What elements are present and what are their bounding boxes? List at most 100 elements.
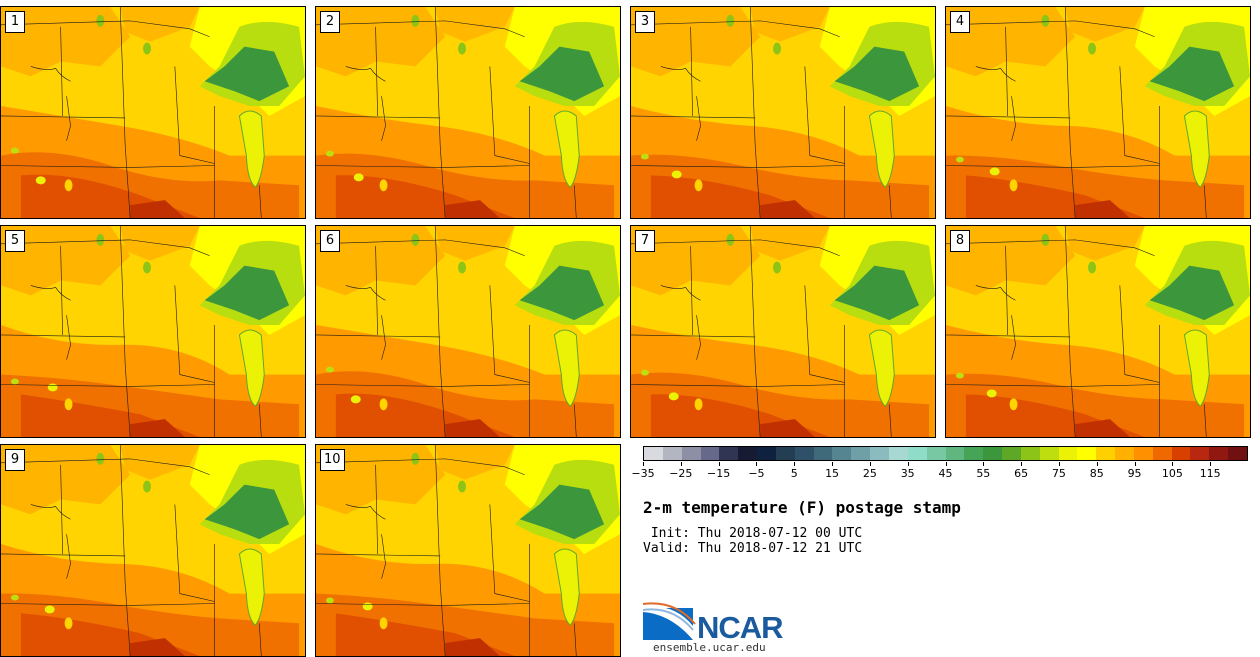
member-label: 6 <box>320 230 340 252</box>
colorbar-tick-label: 5 <box>790 467 798 480</box>
colorbar-cell <box>1077 447 1097 460</box>
temperature-map <box>316 445 620 656</box>
member-panel: 3 <box>630 6 936 219</box>
colorbar-tick-mark <box>1172 462 1174 466</box>
temperature-map <box>1 445 305 656</box>
ncar-logo-icon <box>643 602 696 640</box>
member-label: 4 <box>950 11 970 33</box>
colorbar-cell <box>644 447 663 460</box>
colorbar <box>643 446 1248 461</box>
colorbar-tick-label: 115 <box>1199 467 1221 480</box>
init-time: Init: Thu 2018-07-12 00 UTC <box>643 526 863 541</box>
colorbar-tick-mark <box>680 462 682 466</box>
colorbar-cell <box>1058 447 1078 460</box>
member-label: 2 <box>320 11 340 33</box>
colorbar-cell <box>851 447 871 460</box>
colorbar-cell <box>1002 447 1021 460</box>
colorbar-cell <box>1096 447 1116 460</box>
colorbar-cell <box>1133 447 1153 460</box>
member-label: 3 <box>635 11 655 33</box>
colorbar-tick-mark <box>1096 462 1098 466</box>
colorbar-cell <box>700 447 720 460</box>
colorbar-tick-mark <box>794 462 796 466</box>
colorbar-cell <box>1115 447 1134 460</box>
member-panel: 2 <box>315 6 621 219</box>
member-label: 9 <box>5 449 25 471</box>
colorbar-cell <box>775 447 795 460</box>
member-panel: 4 <box>945 6 1251 219</box>
member-panel: 1 <box>0 6 306 219</box>
colorbar-cell <box>870 447 889 460</box>
colorbar-cell <box>832 447 852 460</box>
colorbar-tick-mark <box>869 462 871 466</box>
valid-time: Valid: Thu 2018-07-12 21 UTC <box>643 541 863 556</box>
member-panel: 8 <box>945 225 1251 438</box>
colorbar-cell <box>983 447 1003 460</box>
colorbar-tick-label: −5 <box>748 467 765 480</box>
colorbar-cell <box>681 447 701 460</box>
ncar-logo-text: NCAR <box>697 610 784 645</box>
member-label: 1 <box>5 11 25 33</box>
colorbar-tick-label: 55 <box>976 467 991 480</box>
colorbar-cell <box>1209 447 1229 460</box>
colorbar-tick-label: 25 <box>862 467 877 480</box>
colorbar-tick-label: 35 <box>900 467 915 480</box>
member-label: 10 <box>320 449 345 471</box>
temperature-map <box>946 7 1250 218</box>
colorbar-cell <box>1020 447 1040 460</box>
colorbar-tick-mark <box>756 462 758 466</box>
colorbar-tick-mark <box>983 462 985 466</box>
colorbar-cell <box>945 447 965 460</box>
colorbar-cell <box>1171 447 1191 460</box>
colorbar-tick-label: 85 <box>1089 467 1104 480</box>
colorbar-tick-label: 15 <box>825 467 840 480</box>
temperature-map <box>946 226 1250 437</box>
colorbar-tick-label: −35 <box>631 467 655 480</box>
member-label: 5 <box>5 230 25 252</box>
colorbar-cell <box>926 447 946 460</box>
figure-title: 2-m temperature (F) postage stamp <box>643 498 961 517</box>
colorbar-tick-mark <box>1134 462 1136 466</box>
temperature-map <box>1 226 305 437</box>
colorbar-cell <box>794 447 814 460</box>
colorbar-cell <box>662 447 682 460</box>
temperature-map <box>316 226 620 437</box>
colorbar-tick-mark <box>718 462 720 466</box>
colorbar-cell <box>1190 447 1210 460</box>
member-panel: 5 <box>0 225 306 438</box>
member-panel: 9 <box>0 444 306 657</box>
temperature-map <box>631 226 935 437</box>
colorbar-tick-label: 45 <box>938 467 953 480</box>
website-url[interactable]: ensemble.ucar.edu <box>653 641 766 654</box>
colorbar-cell <box>1152 447 1172 460</box>
colorbar-tick-mark <box>907 462 909 466</box>
member-label: 7 <box>635 230 655 252</box>
colorbar-cell <box>757 447 776 460</box>
colorbar-tick-mark <box>1210 462 1212 466</box>
colorbar-cell <box>738 447 758 460</box>
colorbar-tick-label: 65 <box>1014 467 1029 480</box>
colorbar-tick-label: 75 <box>1051 467 1066 480</box>
colorbar-tick-label: 95 <box>1127 467 1142 480</box>
member-panel: 6 <box>315 225 621 438</box>
colorbar-cell <box>1228 447 1247 460</box>
colorbar-tick-mark <box>945 462 947 466</box>
colorbar-cell <box>1039 447 1059 460</box>
colorbar-tick-label: 105 <box>1161 467 1183 480</box>
temperature-map <box>1 7 305 218</box>
member-label: 8 <box>950 230 970 252</box>
colorbar-tick-mark <box>1058 462 1060 466</box>
colorbar-ticks: −35 −25 −15 −5 5 15 25 35 45 55 65 75 85 95 105 115 <box>631 462 1248 482</box>
colorbar-cell <box>888 447 908 460</box>
temperature-map <box>631 7 935 218</box>
member-panel: 10 <box>315 444 621 657</box>
colorbar-tick-label: −25 <box>669 467 693 480</box>
colorbar-tick-mark <box>643 462 644 466</box>
colorbar-cell <box>813 447 833 460</box>
colorbar-tick-mark <box>1021 462 1023 466</box>
colorbar-cell <box>719 447 739 460</box>
colorbar-tick-label: −15 <box>707 467 731 480</box>
colorbar-cell <box>907 447 927 460</box>
colorbar-tick-mark <box>832 462 834 466</box>
member-panel: 7 <box>630 225 936 438</box>
